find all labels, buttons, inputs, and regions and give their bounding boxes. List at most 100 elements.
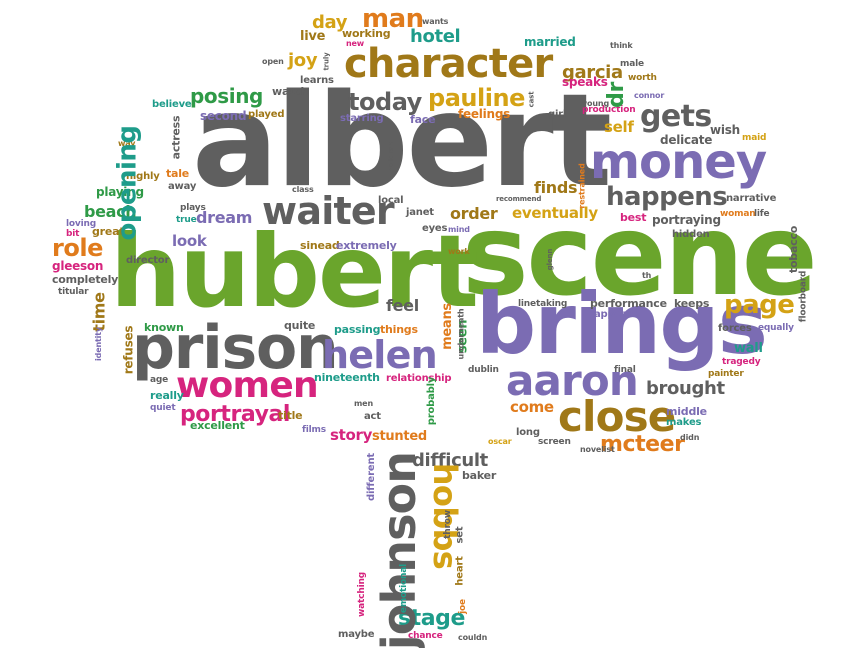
word-really: really [150, 389, 184, 402]
word-throw: throw [442, 510, 453, 539]
word-didn: didn [680, 433, 700, 442]
word-refuses: refuses [121, 325, 136, 375]
word-highly: highly [126, 171, 160, 182]
word-gleeson: gleeson [52, 259, 104, 273]
word-waiter: waiter [262, 189, 395, 233]
word-character: character [344, 41, 553, 87]
word-forces: forces [718, 323, 752, 334]
word-feel: feel [386, 296, 419, 315]
word-wall: wall [734, 341, 763, 356]
word-away: away [168, 181, 197, 192]
word-portrayal: portrayal [180, 402, 291, 427]
word-joy: joy [288, 50, 318, 71]
word-posing: posing [190, 84, 263, 108]
word-hubert: hubert [110, 213, 479, 330]
word-stage: stage [398, 606, 465, 631]
word-scene: scene [462, 191, 818, 321]
word-titular: titular [58, 287, 89, 297]
word-makes: makes [666, 417, 702, 428]
word-married: married [524, 35, 576, 49]
word-pauline: pauline [428, 84, 525, 112]
word-johnson: johnson [372, 451, 427, 648]
word-production: production [582, 105, 636, 115]
word-brings: brings [476, 275, 768, 373]
word-order: order [450, 204, 498, 223]
word-aaron: aaron [506, 356, 639, 405]
word-mind: mind [448, 225, 470, 234]
word-women: women [176, 365, 319, 406]
word-eventually: eventually [512, 204, 598, 222]
word-floorboard: floorboard [798, 270, 809, 323]
word-life: life [754, 209, 770, 219]
word-hidden: hidden [672, 229, 710, 240]
word-long: long [516, 427, 540, 438]
word-passing: passing [334, 323, 381, 336]
word-men: men [354, 399, 373, 408]
word-day: day [312, 12, 348, 33]
word-maybe: maybe [338, 629, 375, 640]
word-act: act [364, 411, 381, 422]
word-dream: dream [196, 208, 253, 227]
word-linetaking: linetaking [518, 299, 568, 309]
word-young: young [582, 99, 610, 108]
word-excellent: excellent [190, 419, 245, 432]
word-portraying: portraying [652, 213, 721, 227]
word-hotel: hotel [410, 26, 461, 47]
word-male: male [620, 59, 644, 69]
word-probably: probably [426, 376, 438, 426]
word-loving: loving [66, 219, 96, 229]
word-role: role [52, 234, 103, 262]
word-baker: baker [462, 469, 497, 482]
word-final: final [614, 365, 636, 375]
word-true: true [176, 215, 197, 225]
word-believe: believe [152, 99, 192, 110]
word-quite: quite [284, 319, 316, 332]
word-mcteer: mcteer [600, 432, 685, 457]
word-nineteenth: nineteenth [314, 371, 380, 384]
word-albert: albert [192, 67, 612, 216]
word-truly: truly [322, 52, 331, 71]
word-prison: prison [132, 313, 339, 383]
word-set: set [454, 526, 466, 544]
word-open: open [262, 57, 284, 66]
word-appears: appears [594, 309, 639, 320]
word-man: man [362, 4, 424, 34]
word-brought: brought [646, 378, 725, 399]
word-known: known [144, 321, 184, 334]
word-local: local [378, 195, 404, 206]
word-beach: beach [84, 202, 137, 221]
word-wants: wants [422, 17, 449, 26]
word-girl: girl [548, 109, 567, 120]
word-self: self [604, 118, 634, 136]
word-playing: playing [96, 185, 144, 199]
word-gets: gets [640, 99, 712, 134]
word-story: story [330, 426, 373, 444]
word-age: age [150, 375, 169, 385]
word-holloran: holloran [387, 141, 396, 174]
word-glenn: glenn [546, 248, 555, 271]
word-delicate: delicate [660, 133, 713, 147]
word-stunted: stunted [372, 429, 427, 444]
word-sinead: sinead [300, 239, 340, 252]
word-maid: maid [742, 133, 767, 143]
word-tale: tale [166, 167, 190, 180]
word-title: title [278, 409, 303, 422]
word-cast: cast [527, 91, 536, 108]
word-janet: janet [406, 207, 434, 218]
word-extremely: extremely [336, 239, 397, 252]
word-watching: watching [356, 572, 367, 617]
word-second: second [200, 109, 247, 123]
word-page: page [724, 290, 795, 320]
word-best: best [620, 211, 647, 224]
word-director: director [126, 255, 170, 266]
word-worth: worth [628, 73, 657, 83]
word-woman: woman [720, 209, 756, 219]
word-watch: watch [272, 85, 309, 98]
word-garcia: garcia [562, 62, 623, 83]
word-tobacco: tobacco [787, 225, 801, 274]
word-recommend: recommend [496, 195, 542, 203]
word-joe: joe [457, 599, 468, 614]
word-completely: completely [52, 273, 119, 286]
word-class: class [292, 185, 314, 194]
